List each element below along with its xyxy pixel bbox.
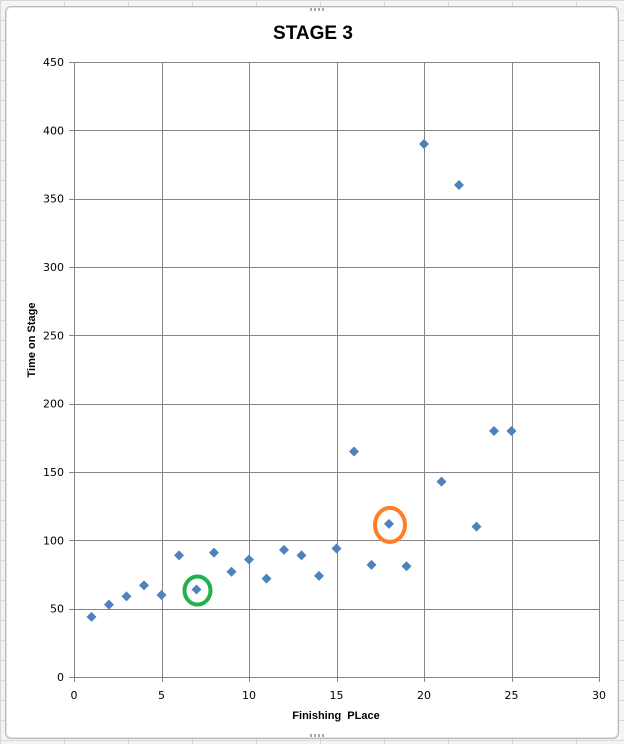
data-point-diamond	[226, 566, 237, 577]
data-point-diamond	[191, 584, 202, 595]
x-tick-label: 5	[158, 689, 165, 702]
data-point-diamond	[104, 599, 114, 610]
data-point-diamond	[121, 591, 132, 602]
orange-highlight-circle	[373, 505, 407, 544]
data-point-diamond	[384, 518, 394, 529]
y-axis-ticks: 0 50 100 150 200 250 300 350 400 450	[43, 56, 64, 684]
data-point-diamond	[244, 554, 254, 565]
gridlines	[69, 62, 600, 682]
data-point-diamond	[174, 550, 184, 561]
data-point-diamond	[506, 426, 517, 436]
data-point-diamond	[261, 573, 272, 584]
y-tick-label: 350	[43, 193, 64, 206]
data-point-diamond	[366, 559, 377, 570]
chart-title: STAGE 3	[273, 23, 353, 44]
chart-object[interactable]	[5, 6, 619, 739]
data-point-diamond	[349, 446, 359, 457]
data-points	[86, 139, 517, 622]
x-tick-label: 30	[592, 689, 606, 702]
data-point-diamond	[401, 561, 412, 572]
x-tick-label: 25	[505, 689, 519, 702]
highlight-annotations	[182, 505, 407, 607]
resize-handle-bottom[interactable]	[310, 734, 326, 737]
data-point-diamond	[209, 547, 219, 558]
data-point-diamond	[139, 580, 149, 591]
y-tick-label: 150	[43, 466, 64, 479]
data-point-diamond	[489, 426, 499, 436]
y-tick-label: 400	[43, 124, 64, 137]
green-highlight-circle	[182, 574, 213, 607]
x-axis-ticks: 0 5 10 15 20 25 30	[71, 689, 607, 702]
data-point-diamond	[436, 476, 447, 487]
data-point-diamond	[296, 550, 307, 561]
y-tick-label: 300	[43, 261, 64, 274]
x-tick-label: 20	[417, 689, 431, 702]
y-tick-label: 0	[57, 671, 64, 684]
x-tick-label: 10	[242, 689, 256, 702]
x-axis-title: Finishing PLace	[292, 710, 379, 722]
y-tick-label: 450	[43, 56, 64, 69]
y-tick-label: 50	[50, 603, 64, 616]
data-point-diamond	[454, 180, 464, 190]
data-point-diamond	[471, 521, 482, 532]
resize-handle-top[interactable]	[310, 8, 326, 11]
y-tick-label: 250	[43, 329, 64, 342]
x-tick-label: 15	[330, 689, 344, 702]
data-point-diamond	[279, 544, 289, 555]
data-point-diamond	[331, 543, 342, 554]
data-point-diamond	[156, 590, 167, 600]
x-tick-label: 0	[71, 689, 78, 702]
data-point-diamond	[314, 570, 324, 581]
data-point-diamond	[86, 611, 97, 622]
data-point-diamond	[419, 139, 429, 149]
y-axis-title: Time on Stage	[26, 303, 38, 378]
y-tick-label: 100	[43, 534, 64, 547]
y-tick-label: 200	[43, 398, 64, 411]
